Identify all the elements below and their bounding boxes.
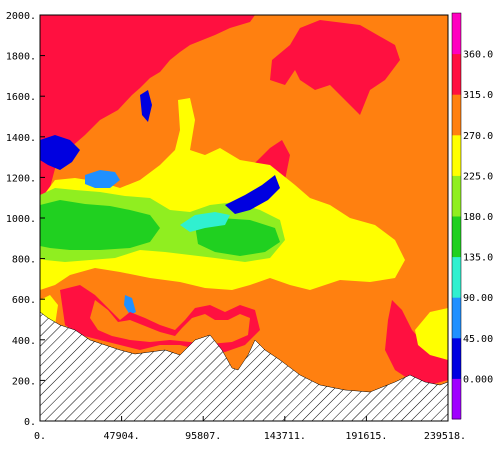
colorbar-label: 225.0 — [463, 171, 493, 182]
colorbar-segment — [452, 297, 461, 339]
contour-blue-upper-left — [40, 135, 80, 170]
colorbar-segment — [452, 256, 461, 298]
colorbar-segment — [452, 13, 461, 55]
x-axis: 0. 47904. 95807. 143711. 191615. 239518. — [34, 416, 466, 442]
x-tick-label: 239518. — [424, 431, 466, 442]
y-tick-label: 1000. — [6, 214, 36, 225]
colorbar-segment — [452, 134, 461, 176]
contour-blue-small-1 — [140, 90, 152, 122]
colorbar-label: 0.000 — [463, 374, 493, 385]
colorbar: 0.000 45.00 90.00 135.0 180.0 225.0 270.0 315.0… — [451, 12, 493, 420]
terrain-hatch — [39, 311, 449, 422]
colorbar-segment — [452, 94, 461, 136]
y-tick-label: 1400. — [6, 133, 36, 144]
y-tick-label: 1600. — [6, 92, 36, 103]
colorbar-segment — [452, 378, 461, 420]
contour-green-2 — [195, 218, 280, 256]
y-tick-label: 1800. — [6, 52, 36, 63]
contour-orange-lower — [90, 300, 250, 344]
colorbar-segment — [452, 175, 461, 217]
y-tick-label: 800. — [12, 255, 36, 266]
contour-yellow-right — [415, 308, 448, 360]
colorbar-label: 315.0 — [463, 90, 493, 101]
contour-red-upper — [40, 15, 255, 205]
contour-red-right — [385, 300, 448, 385]
y-axis: 0. 200. 400. 600. 800. 1000. 1200. 1400. 1600. 18… — [6, 11, 45, 428]
colorbar-segment — [452, 337, 461, 379]
y-tick-label: 2000. — [6, 11, 36, 22]
colorbar-label: 90.00 — [463, 293, 493, 304]
x-tick-label: 47904. — [104, 431, 140, 442]
colorbar-label: 135.0 — [463, 253, 493, 264]
colorbar-label: 180.0 — [463, 212, 493, 223]
y-tick-label: 400. — [12, 336, 36, 347]
contour-cyan — [180, 212, 230, 232]
x-tick-label: 191615. — [345, 431, 387, 442]
y-tick-label: 1200. — [6, 173, 36, 184]
y-tick-label: 200. — [12, 376, 36, 387]
colorbar-label: 360.0 — [463, 50, 493, 61]
plot-area — [40, 15, 448, 421]
y-tick-label: 0. — [24, 417, 36, 428]
contour-blue-small-2 — [124, 295, 136, 315]
colorbar-frame — [451, 12, 462, 420]
colorbar-segment — [452, 216, 461, 258]
contour-green — [40, 200, 160, 250]
contour-red-topright — [270, 20, 400, 115]
x-tick-label: 143711. — [264, 431, 306, 442]
contour-blue-band — [85, 170, 120, 188]
contour-blue-diagonal — [225, 175, 280, 214]
colorbar-segment — [452, 53, 461, 95]
y-tick-label: 600. — [12, 295, 36, 306]
x-tick-label: 95807. — [185, 431, 221, 442]
colorbar-label: 270.0 — [463, 131, 493, 142]
colorbar-label: 45.00 — [463, 334, 493, 345]
x-tick-label: 0. — [34, 431, 46, 442]
